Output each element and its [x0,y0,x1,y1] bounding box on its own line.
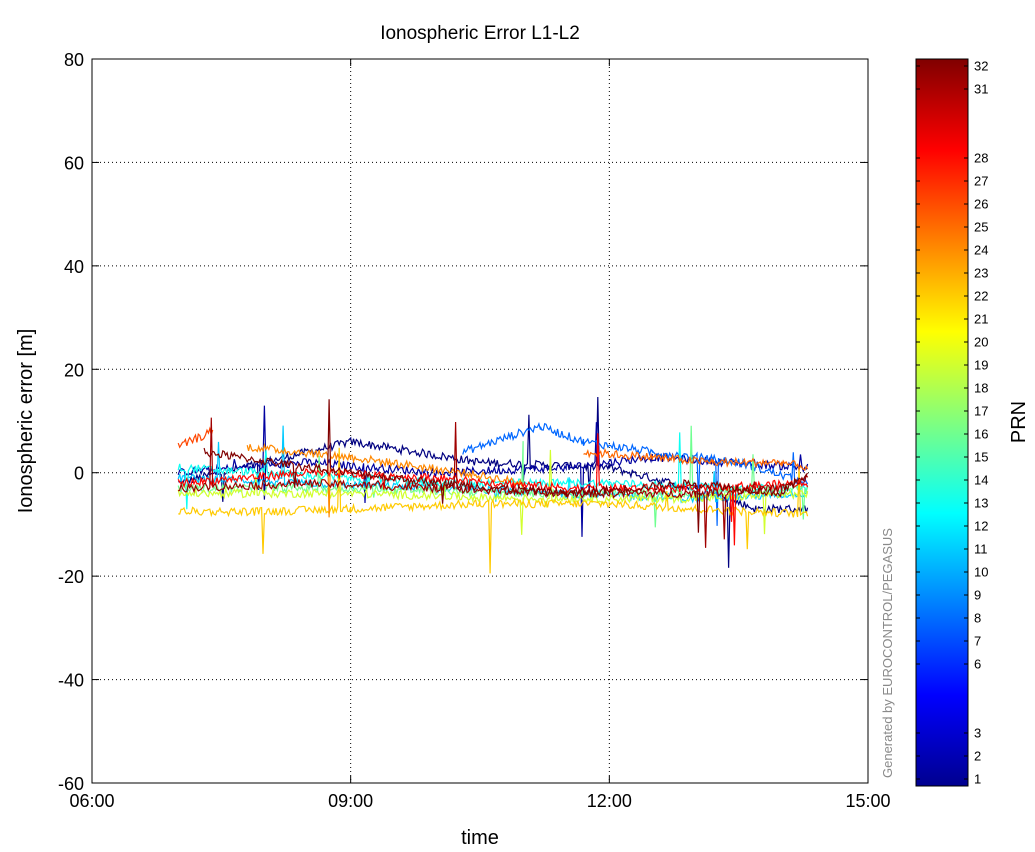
colorbar-tick-label: 32 [974,59,988,74]
colorbar-tick-label: 19 [974,358,988,373]
series-line-prn-31 [178,417,809,548]
colorbar-tick-label: 16 [974,427,988,442]
colorbar-tick-label: 25 [974,220,988,235]
series-line-prn-24 [246,443,524,518]
y-tick-label: 40 [64,257,84,277]
x-tick-label: 09:00 [328,791,373,811]
y-tick-label: 20 [64,360,84,380]
y-axis-label: Ionospheric error [m] [15,329,37,514]
colorbar-tick-label: 3 [974,726,981,741]
x-tick-label: 12:00 [587,791,632,811]
colorbar-tick-label: 20 [974,335,988,350]
colorbar-tick-label: 6 [974,657,981,672]
colorbar-tick-label: 8 [974,611,981,626]
y-tick-label: -20 [58,567,84,587]
series-line-prn-8 [462,421,809,526]
y-tick-label: -60 [58,774,84,794]
series-line-prn-22 [178,447,809,574]
y-tick-label: 80 [64,50,84,70]
y-tick-label: 60 [64,153,84,173]
colorbar-tick-label: 9 [974,588,981,603]
colorbar-tick-label: 14 [974,473,988,488]
colorbar [915,58,969,787]
watermark: Generated by EUROCONTROL/PEGASUS [880,528,895,778]
colorbar-tick-label: 21 [974,312,988,327]
y-tick-label: -40 [58,671,84,691]
colorbar-tick-label: 7 [974,634,981,649]
colorbar-ticks: 3231282726252423222120191817161514131211… [916,59,988,787]
colorbar-tick-label: 26 [974,197,988,212]
colorbar-tick-label: 2 [974,749,981,764]
x-axis-label: time [461,827,499,849]
colorbar-label: PRN [1008,401,1030,443]
colorbar-tick-label: 31 [974,82,988,97]
series-layer [177,396,809,574]
plot-frame [91,58,869,784]
colorbar-tick-label: 12 [974,519,988,534]
chart-title: Ionospheric Error L1-L2 [380,23,580,44]
colorbar-tick-label: 1 [974,772,981,787]
series-line-prn-26 [177,426,214,449]
series-line-prn-16 [177,425,809,528]
series-line-prn-19 [177,449,809,535]
colorbar-tick-label: 24 [974,243,988,258]
x-tick-label: 06:00 [69,791,114,811]
colorbar-tick-label: 18 [974,381,988,396]
series-line-prn-25 [583,447,809,472]
y-tick-label: 0 [74,464,84,484]
colorbar-tick-label: 23 [974,266,988,281]
colorbar-tick-label: 22 [974,289,988,304]
plot-area [92,59,868,783]
series-line-prn-28 [177,433,809,546]
colorbar-tick-label: 15 [974,450,988,465]
colorbar-tick-label: 27 [974,174,988,189]
colorbar-tick-label: 13 [974,496,988,511]
colorbar-tick-label: 17 [974,404,988,419]
colorbar-tick-label: 11 [974,542,988,557]
colorbar-tick-label: 28 [974,151,988,166]
colorbar-tick-label: 10 [974,565,988,580]
x-tick-label: 15:00 [845,791,890,811]
series-line-prn-32 [203,399,809,533]
